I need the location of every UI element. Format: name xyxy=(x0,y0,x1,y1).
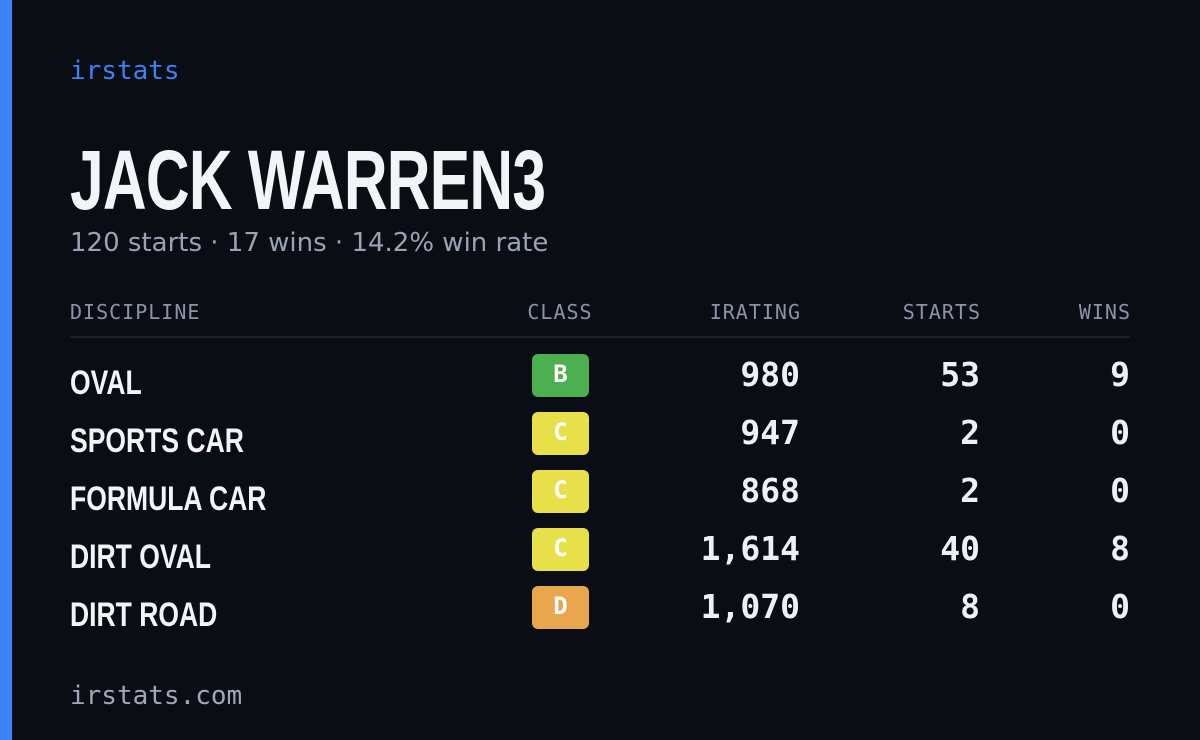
class-badge: C xyxy=(532,528,589,571)
class-badge: C xyxy=(532,470,589,513)
discipline: OVAL xyxy=(70,364,142,402)
wins: 0 xyxy=(1110,587,1130,626)
discipline: DIRT ROAD xyxy=(70,596,218,634)
class-badge: B xyxy=(532,354,589,397)
irating: 868 xyxy=(740,471,800,510)
header-cell: DISCIPLINE xyxy=(70,300,201,324)
irating: 980 xyxy=(740,355,800,394)
header-rule xyxy=(70,336,1130,338)
irating: 1,614 xyxy=(700,529,800,568)
driver-name: JACK WARREN3 xyxy=(70,133,546,227)
wins: 0 xyxy=(1110,471,1130,510)
irating: 947 xyxy=(740,413,800,452)
accent-bar xyxy=(0,0,12,740)
class-badge: C xyxy=(532,412,589,455)
header-cell: IRATING xyxy=(709,300,801,324)
driver-summary: 120 starts · 17 wins · 14.2% win rate xyxy=(70,228,549,258)
wins: 0 xyxy=(1110,413,1130,452)
header-cell: STARTS xyxy=(902,300,981,324)
discipline: FORMULA CAR xyxy=(70,480,267,518)
starts: 53 xyxy=(940,355,980,394)
discipline: DIRT OVAL xyxy=(70,538,211,576)
irating: 1,070 xyxy=(700,587,800,626)
header-cell: WINS xyxy=(1078,300,1131,324)
class-badge: D xyxy=(532,586,589,629)
footer: irstats.com xyxy=(70,681,243,711)
starts: 2 xyxy=(960,413,980,452)
brand: irstats xyxy=(70,56,180,86)
wins: 9 xyxy=(1110,355,1130,394)
starts: 40 xyxy=(940,529,980,568)
header-cell: CLASS xyxy=(527,300,593,324)
starts: 2 xyxy=(960,471,980,510)
discipline: SPORTS CAR xyxy=(70,422,244,460)
starts: 8 xyxy=(960,587,980,626)
wins: 8 xyxy=(1110,529,1130,568)
